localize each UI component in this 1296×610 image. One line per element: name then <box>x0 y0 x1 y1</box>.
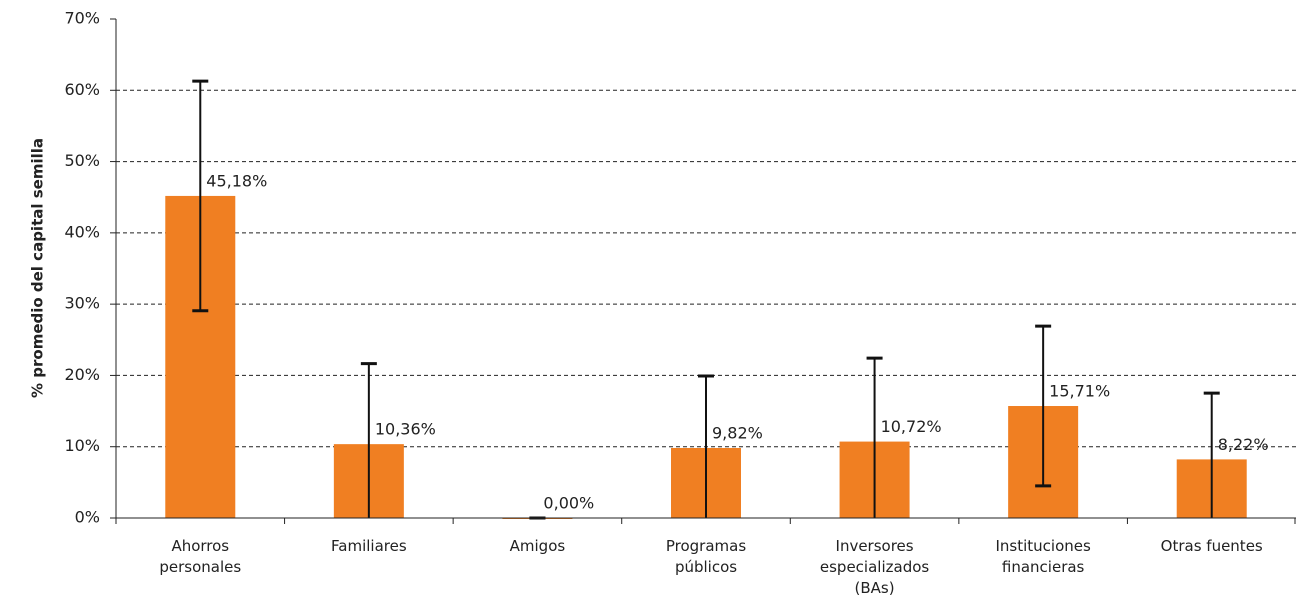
y-tick-label: 40% <box>64 222 100 241</box>
value-label: 0,00% <box>543 494 594 513</box>
y-tick-label: 70% <box>64 9 100 28</box>
value-label: 8,22% <box>1218 435 1269 454</box>
value-label: 15,71% <box>1049 382 1110 401</box>
value-label: 45,18% <box>206 171 267 190</box>
y-tick-label: 50% <box>64 151 100 170</box>
x-tick-label: Familiares <box>331 537 407 555</box>
y-tick-label: 30% <box>64 294 100 313</box>
x-tick-label: Amigos <box>509 537 566 555</box>
x-tick-label: Otras fuentes <box>1160 537 1263 555</box>
value-label: 10,72% <box>881 417 942 436</box>
y-axis-title: % promedio del capital semilla <box>29 138 47 398</box>
x-tick-label: Inversores especializados (BAs) <box>819 537 930 597</box>
y-tick-label: 60% <box>64 80 100 99</box>
y-tick-label: 0% <box>75 508 100 527</box>
x-tick-label: Ahorros personales <box>159 537 242 576</box>
x-tick-label: Instituciones financieras <box>995 537 1091 576</box>
y-tick-label: 10% <box>64 436 100 455</box>
y-tick-label: 20% <box>64 365 100 384</box>
x-tick-label: Programas públicos <box>665 537 747 576</box>
value-label: 9,82% <box>712 423 763 442</box>
value-label: 10,36% <box>375 420 436 439</box>
